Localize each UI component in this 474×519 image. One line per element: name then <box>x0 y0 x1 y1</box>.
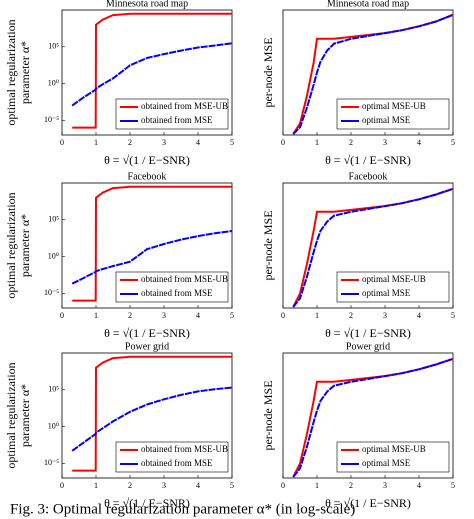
x-tick-label: 3 <box>383 138 387 147</box>
x-axis-label: θ = √(1 / E−SNR) <box>104 496 190 510</box>
series-line <box>292 187 454 308</box>
series-line <box>72 185 232 302</box>
panel-title: Minnesota road map <box>106 0 188 9</box>
series-line <box>292 13 454 135</box>
x-tick-label: 3 <box>162 311 166 320</box>
x-axis-label: θ = √(1 / E−SNR) <box>325 153 411 167</box>
x-tick-label: 3 <box>383 311 387 320</box>
x-axis-label: θ = √(1 / E−SNR) <box>104 326 190 340</box>
x-tick-label: 4 <box>196 481 200 490</box>
x-tick-label: 1 <box>94 138 98 147</box>
y-tick-label: 10⁵ <box>48 215 59 224</box>
series-line <box>292 357 454 478</box>
series-line <box>71 386 233 452</box>
x-tick-label: 2 <box>128 311 132 320</box>
panel-title: Power grid <box>125 341 169 352</box>
legend-label: optimal MSE <box>362 115 411 125</box>
x-tick-label: 5 <box>451 311 455 320</box>
y-tick-label: 10⁻⁵ <box>44 115 59 124</box>
y-axis-label: per-node MSE <box>261 210 275 280</box>
y-axis-label: parameter α* <box>18 214 32 277</box>
legend-label: obtained from MSE <box>141 115 213 125</box>
legend-label: optimal MSE-UB <box>362 101 426 111</box>
x-tick-label: 1 <box>315 481 319 490</box>
x-tick-label: 5 <box>230 311 234 320</box>
panel-title: Facebook <box>128 171 167 182</box>
legend-box <box>336 271 450 303</box>
y-tick-label: 10⁵ <box>48 385 59 394</box>
x-axis-label: θ = √(1 / E−SNR) <box>104 153 190 167</box>
y-tick-label: 10⁰ <box>48 78 59 87</box>
y-tick-label: 10⁰ <box>48 421 59 430</box>
y-axis-label: optimal regularization <box>4 362 18 468</box>
x-tick-label: 0 <box>60 311 64 320</box>
legend-label: obtained from MSE-UB <box>141 444 228 454</box>
x-tick-label: 4 <box>417 481 421 490</box>
legend-label: obtained from MSE <box>141 458 213 468</box>
x-tick-label: 2 <box>349 481 353 490</box>
legend-box <box>115 271 229 303</box>
series-line <box>72 12 232 129</box>
x-tick-label: 0 <box>281 311 285 320</box>
series-line <box>71 230 233 285</box>
y-axis-label: optimal regularization <box>4 192 18 298</box>
legend-label: optimal MSE-UB <box>362 444 426 454</box>
x-tick-label: 4 <box>196 311 200 320</box>
series-line <box>72 355 232 472</box>
panel-title: Minnesota road map <box>327 0 409 9</box>
x-tick-label: 1 <box>94 311 98 320</box>
y-tick-label: 10⁻⁵ <box>44 458 59 467</box>
legend-label: obtained from MSE-UB <box>141 101 228 111</box>
series-line <box>71 42 233 107</box>
x-tick-label: 2 <box>128 481 132 490</box>
x-tick-label: 4 <box>196 138 200 147</box>
legend-label: obtained from MSE-UB <box>141 274 228 284</box>
x-tick-label: 2 <box>349 311 353 320</box>
x-tick-label: 1 <box>315 311 319 320</box>
x-tick-label: 1 <box>94 481 98 490</box>
y-axis-label: parameter α* <box>18 41 32 104</box>
x-tick-label: 5 <box>451 138 455 147</box>
y-tick-label: 10⁰ <box>48 251 59 260</box>
x-tick-label: 3 <box>383 481 387 490</box>
x-axis-label: θ = √(1 / E−SNR) <box>325 496 411 510</box>
legend-label: optimal MSE <box>362 458 411 468</box>
legend-label: optimal MSE <box>362 288 411 298</box>
x-axis-label: θ = √(1 / E−SNR) <box>325 326 411 340</box>
x-tick-label: 2 <box>128 138 132 147</box>
legend-box <box>115 98 229 130</box>
x-tick-label: 2 <box>349 138 353 147</box>
x-tick-label: 5 <box>451 481 455 490</box>
x-tick-label: 0 <box>60 481 64 490</box>
caption: Fig. 3: Optimal regularization parameter… <box>10 501 355 517</box>
y-axis-label: per-node MSE <box>261 37 275 107</box>
y-tick-label: 10⁻⁵ <box>44 288 59 297</box>
legend-box <box>336 441 450 473</box>
x-tick-label: 4 <box>417 311 421 320</box>
x-tick-label: 0 <box>281 138 285 147</box>
x-tick-label: 0 <box>281 481 285 490</box>
y-axis-label: parameter α* <box>18 384 32 447</box>
x-tick-label: 3 <box>162 481 166 490</box>
x-tick-label: 5 <box>230 138 234 147</box>
x-tick-label: 5 <box>230 481 234 490</box>
x-tick-label: 0 <box>60 138 64 147</box>
legend-label: obtained from MSE <box>141 288 213 298</box>
x-tick-label: 3 <box>162 138 166 147</box>
panel-title: Power grid <box>346 341 390 352</box>
legend-label: optimal MSE-UB <box>362 274 426 284</box>
y-tick-label: 10⁵ <box>48 42 59 51</box>
x-tick-label: 4 <box>417 138 421 147</box>
x-tick-label: 1 <box>315 138 319 147</box>
y-axis-label: optimal regularization <box>4 19 18 125</box>
legend-box <box>115 441 229 473</box>
panel-title: Facebook <box>349 171 388 182</box>
y-axis-label: per-node MSE <box>261 380 275 450</box>
legend-box <box>336 98 450 130</box>
